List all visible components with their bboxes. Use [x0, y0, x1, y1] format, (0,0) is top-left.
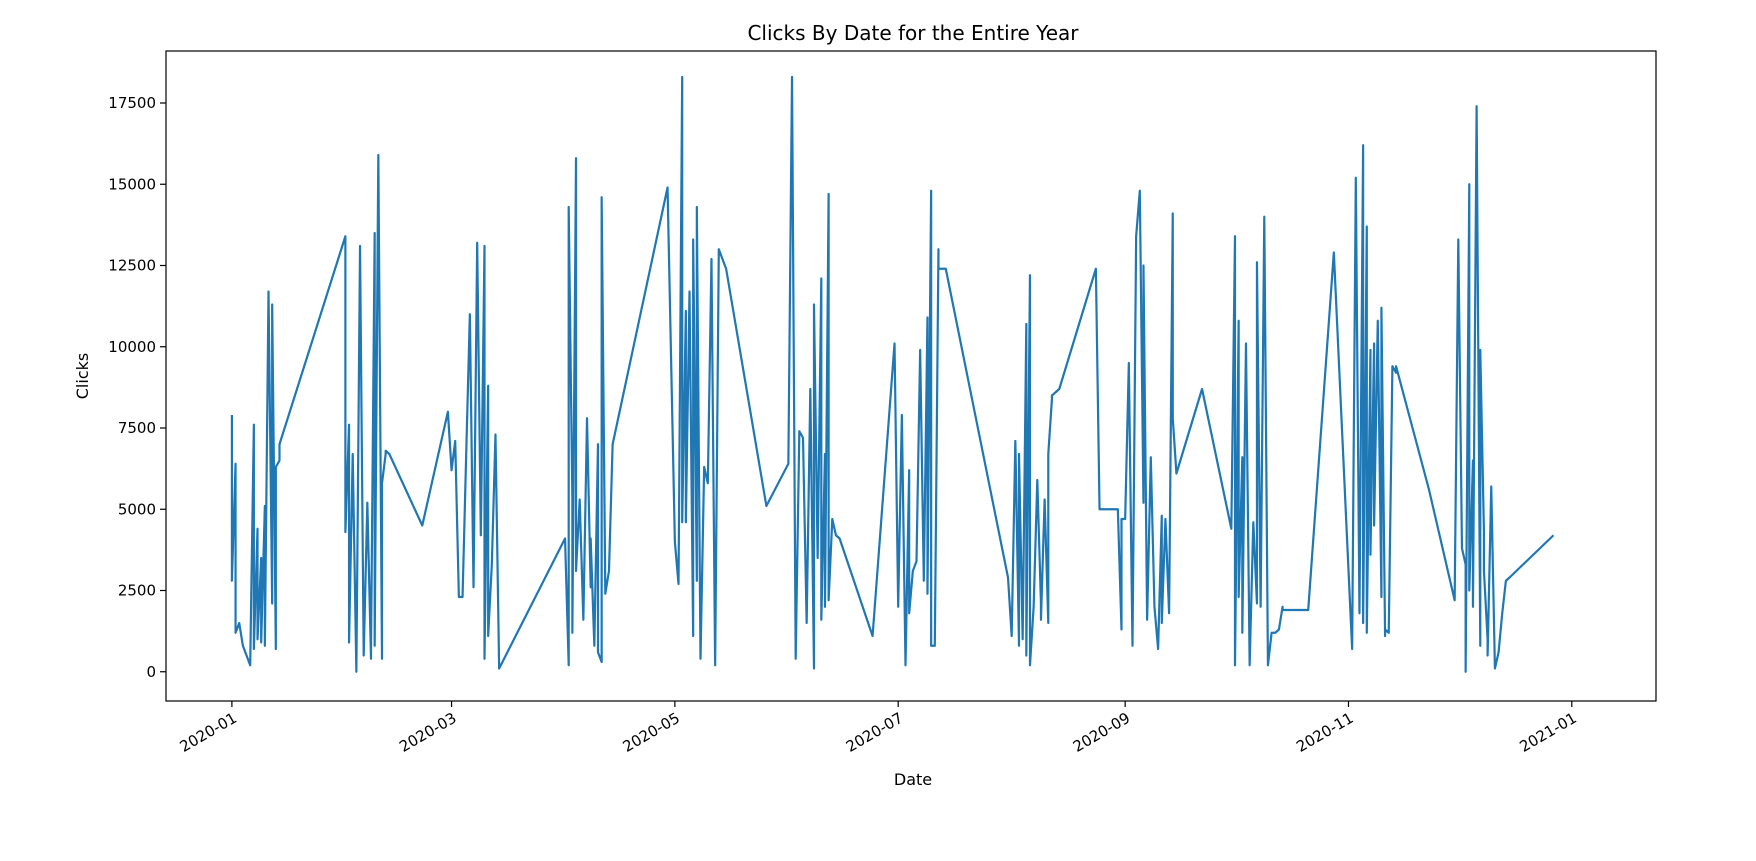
y-tick-label: 10000 — [108, 338, 156, 356]
chart-title: Clicks By Date for the Entire Year — [747, 21, 1079, 45]
y-axis-label: Clicks — [73, 353, 92, 399]
plot-area — [165, 50, 1657, 702]
series-layer — [230, 75, 1555, 673]
y-tick-label: 5000 — [118, 500, 156, 518]
y-tick-label: 7500 — [118, 419, 156, 437]
y-tick-label: 17500 — [108, 94, 156, 112]
y-axis: 0 2500 5000 7500 10000 12500 15000 17500 — [108, 94, 166, 681]
y-tick-label: 0 — [146, 663, 156, 681]
x-axis-label: Date — [894, 770, 932, 789]
y-tick-label: 15000 — [108, 175, 156, 193]
series-line — [230, 75, 1555, 673]
y-tick-label: 12500 — [108, 257, 156, 275]
y-tick-label: 2500 — [118, 582, 156, 600]
axes-frame — [165, 50, 1657, 702]
